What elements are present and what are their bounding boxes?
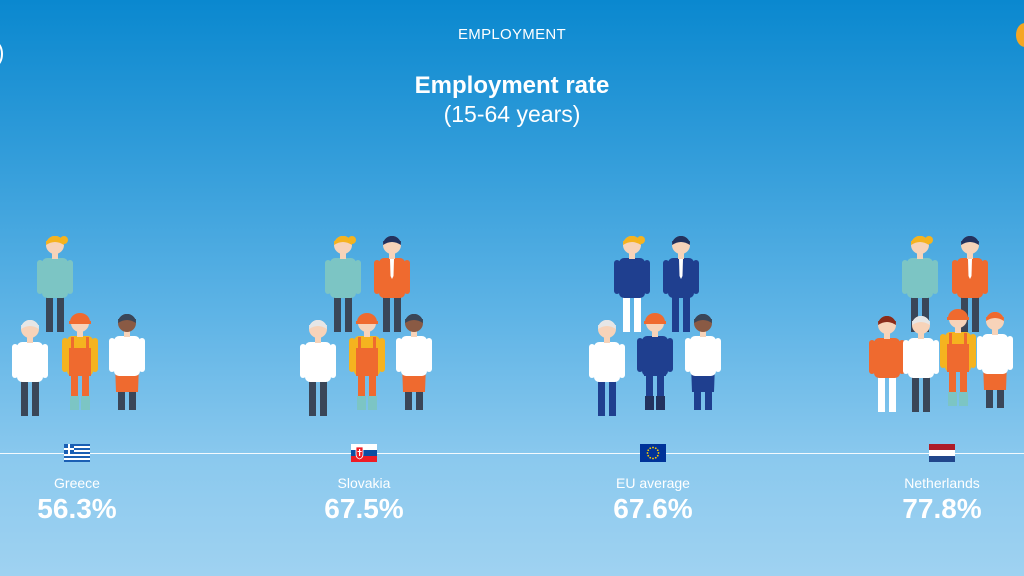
figure-greece-1	[37, 236, 73, 332]
figure-netherlands-6	[977, 312, 1013, 408]
figure-greece-4	[109, 314, 145, 410]
figure-netherlands-3	[869, 316, 905, 412]
value-label-netherlands: 77.8%	[902, 493, 982, 524]
figure-greece-2	[12, 320, 48, 416]
figure-eu-4	[637, 313, 673, 410]
eu-flag	[640, 444, 666, 462]
value-label-slovakia: 67.5%	[324, 493, 404, 524]
baseline-divider	[0, 453, 1024, 454]
section-label: EMPLOYMENT	[457, 26, 566, 43]
right-edge-dot-icon	[1016, 23, 1024, 47]
figure-slovakia-4	[349, 313, 385, 410]
greece-flag	[64, 444, 90, 462]
slovakia-flag	[351, 444, 377, 462]
country-label-netherlands: Netherlands	[904, 475, 980, 491]
column-netherlands: Netherlands 77.8%	[842, 444, 1024, 525]
country-label-slovakia: Slovakia	[337, 475, 391, 491]
figure-slovakia-2	[374, 236, 410, 332]
column-slovakia: Slovakia 67.5%	[264, 444, 464, 525]
figure-slovakia-3	[300, 320, 336, 416]
figure-greece-3	[62, 313, 98, 410]
figure-eu-2	[663, 236, 699, 332]
netherlands-flag	[929, 444, 955, 462]
figure-netherlands-1	[902, 236, 938, 332]
figure-eu-1	[614, 236, 650, 332]
figure-eu-5	[685, 314, 721, 410]
chart-subtitle: (15-64 years)	[443, 101, 581, 127]
figure-netherlands-5	[940, 309, 976, 406]
figure-slovakia-1	[325, 236, 361, 332]
figure-netherlands-4	[903, 316, 939, 412]
figure-eu-3	[589, 320, 625, 416]
column-eu-average: EU average 67.6%	[553, 444, 753, 525]
value-label-greece: 56.3%	[37, 493, 117, 524]
column-greece: Greece 56.3%	[0, 444, 177, 525]
figure-slovakia-5	[396, 314, 432, 410]
country-label-greece: Greece	[54, 475, 100, 491]
country-label-eu-average: EU average	[616, 475, 690, 491]
chart-title: Employment rate	[414, 72, 610, 99]
value-label-eu-average: 67.6%	[613, 493, 693, 524]
